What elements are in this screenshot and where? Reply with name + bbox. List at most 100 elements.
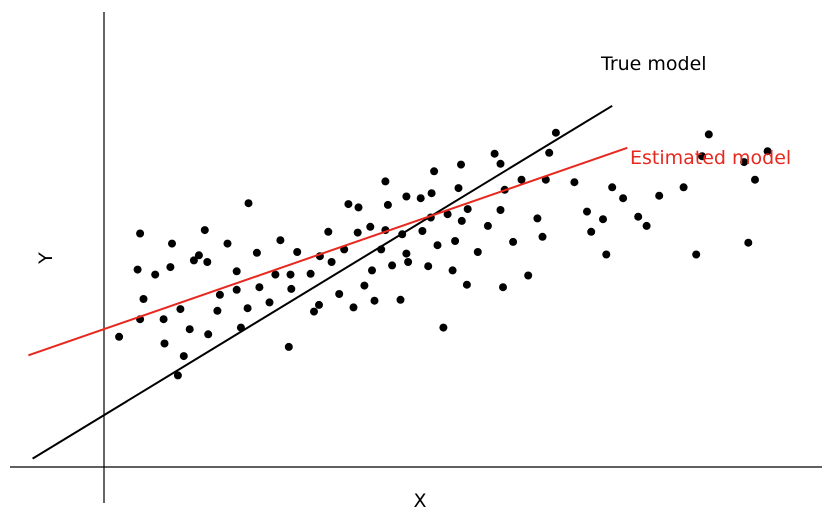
estimated-model-label: Estimated model: [630, 147, 791, 169]
data-point: [583, 207, 591, 216]
data-point: [360, 281, 369, 290]
data-point: [327, 258, 336, 266]
data-point: [473, 248, 482, 256]
data-point: [538, 232, 547, 241]
data-point: [204, 330, 213, 339]
data-point: [763, 147, 772, 156]
estimated-model-line: [28, 146, 628, 357]
data-point: [203, 258, 212, 266]
data-point: [404, 258, 413, 266]
data-point: [213, 306, 222, 315]
data-point: [335, 290, 344, 298]
data-point: [698, 152, 707, 161]
data-point: [599, 215, 607, 224]
data-point: [265, 298, 274, 307]
data-point: [344, 200, 353, 209]
data-point: [587, 227, 596, 236]
data-point: [679, 183, 688, 192]
data-point: [602, 250, 611, 259]
data-point: [383, 200, 392, 209]
data-point: [545, 148, 554, 157]
data-point: [324, 227, 333, 236]
axes: [10, 12, 822, 503]
data-point: [179, 352, 188, 361]
data-point: [133, 265, 142, 274]
data-point: [496, 159, 505, 168]
x-axis-label: X: [413, 490, 426, 512]
data-point: [427, 189, 436, 198]
data-point: [402, 192, 411, 201]
data-point: [457, 160, 465, 169]
data-point: [223, 239, 232, 248]
true-model-label: True model: [600, 53, 707, 75]
data-point: [381, 177, 390, 186]
data-point: [271, 270, 280, 279]
data-point: [215, 290, 224, 299]
data-point: [166, 263, 175, 272]
data-point: [433, 241, 442, 250]
data-point: [418, 227, 427, 235]
data-point: [483, 221, 492, 230]
data-point: [744, 238, 753, 247]
data-point: [151, 270, 160, 279]
data-point: [349, 303, 358, 312]
data-point: [139, 295, 148, 303]
data-point: [244, 199, 253, 208]
data-point: [168, 239, 176, 248]
data-point: [416, 194, 425, 203]
data-point: [499, 283, 507, 292]
data-point: [396, 295, 405, 304]
data-point: [159, 315, 168, 324]
data-point: [655, 191, 664, 200]
data-point: [533, 214, 542, 223]
data-point: [370, 296, 379, 305]
data-point: [430, 167, 439, 176]
data-point: [517, 175, 526, 184]
data-point: [194, 251, 203, 260]
data-point: [287, 284, 296, 293]
data-point: [160, 339, 169, 348]
data-point: [462, 280, 471, 289]
data-point: [642, 221, 651, 230]
data-point: [509, 237, 518, 246]
model-lines: [28, 104, 628, 460]
data-point: [634, 212, 643, 221]
data-point: [368, 266, 376, 275]
data-point: [173, 371, 182, 380]
data-point: [136, 229, 145, 238]
data-point: [448, 266, 457, 275]
data-point: [402, 249, 411, 258]
data-point: [185, 325, 194, 334]
data-point: [457, 216, 466, 225]
data-point: [366, 222, 375, 231]
data-point: [306, 269, 315, 278]
data-point: [252, 248, 261, 257]
data-point: [176, 305, 185, 314]
data-point: [293, 248, 302, 256]
data-point: [463, 205, 472, 214]
data-point: [692, 250, 701, 259]
true-model-line: [32, 104, 613, 460]
data-point: [284, 342, 293, 351]
data-point: [496, 206, 505, 214]
data-point: [232, 285, 241, 294]
data-point: [353, 228, 362, 237]
data-point: [200, 226, 209, 235]
data-points: [115, 128, 772, 380]
data-point: [443, 210, 452, 219]
data-point: [189, 256, 198, 265]
data-point: [439, 323, 448, 332]
data-point: [232, 267, 241, 276]
data-point: [454, 184, 463, 193]
data-point: [388, 261, 397, 270]
data-point: [740, 158, 749, 167]
data-point: [286, 270, 295, 279]
data-point: [704, 130, 713, 139]
data-point: [310, 307, 318, 316]
data-point: [276, 236, 285, 245]
data-point: [608, 183, 617, 192]
data-point: [451, 237, 460, 245]
data-point: [751, 175, 759, 184]
y-axis-label: Y: [35, 252, 57, 265]
